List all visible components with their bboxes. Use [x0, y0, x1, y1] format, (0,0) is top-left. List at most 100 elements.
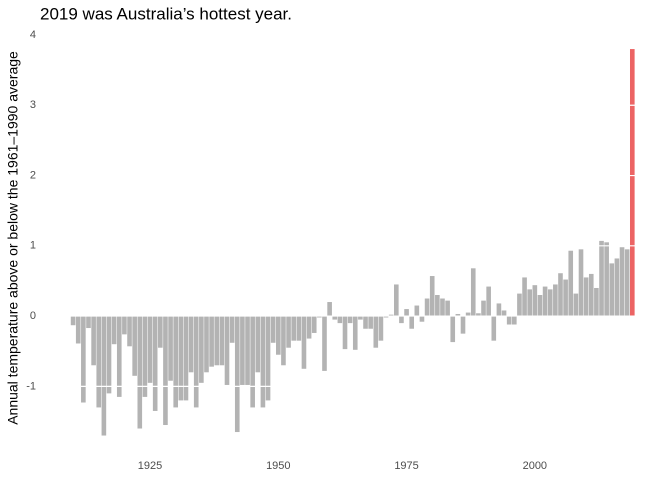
bar — [378, 316, 384, 341]
bar — [229, 316, 235, 343]
bar — [270, 316, 276, 343]
bar — [373, 316, 379, 348]
y-tick-label: 0 — [30, 310, 36, 322]
bar — [327, 302, 332, 317]
bar — [255, 316, 261, 373]
bar — [363, 316, 368, 329]
bar — [358, 316, 363, 320]
x-tick-label: 1950 — [266, 460, 290, 472]
bar — [116, 316, 122, 397]
bar — [147, 316, 153, 383]
bar — [419, 316, 425, 322]
bar — [276, 316, 281, 355]
bar — [132, 316, 137, 376]
bar — [604, 242, 609, 317]
bar — [511, 316, 517, 325]
bar — [486, 286, 491, 317]
bar — [568, 250, 574, 317]
bar — [260, 316, 266, 408]
bar — [286, 316, 291, 348]
bar — [209, 316, 214, 367]
bar — [281, 316, 286, 366]
bar — [193, 316, 199, 408]
x-tick-label: 1925 — [138, 460, 162, 472]
bar — [106, 316, 112, 394]
bar — [347, 316, 353, 324]
bar — [614, 258, 620, 317]
chart-title: 2019 was Australia’s hottest year. — [40, 4, 292, 23]
bar — [301, 316, 307, 369]
bar — [599, 240, 604, 317]
bar — [522, 277, 527, 317]
bar — [75, 316, 81, 344]
x-tick-label: 2000 — [523, 460, 547, 472]
bar — [70, 316, 76, 326]
bar — [214, 316, 220, 366]
bar — [101, 316, 107, 436]
bar — [352, 316, 358, 350]
bar — [199, 316, 204, 383]
bar — [311, 316, 317, 333]
bar — [404, 309, 409, 317]
bar — [368, 316, 373, 329]
bar — [183, 316, 189, 401]
bar — [163, 316, 168, 426]
bar — [506, 316, 512, 325]
bar — [158, 316, 163, 348]
bar — [547, 289, 553, 317]
bar — [204, 316, 209, 373]
bar — [265, 316, 271, 401]
bar — [178, 316, 184, 401]
bar — [629, 49, 635, 317]
bar — [414, 305, 420, 317]
bar — [409, 316, 415, 329]
y-tick-label: 1 — [30, 240, 36, 252]
y-tick-label: 3 — [30, 99, 36, 111]
bar — [491, 316, 497, 341]
bar — [619, 247, 625, 317]
bar — [517, 293, 522, 317]
bar — [553, 284, 558, 317]
bar — [224, 316, 230, 385]
bar — [91, 316, 96, 366]
bar — [429, 276, 435, 317]
bar — [111, 316, 117, 345]
bar — [245, 316, 250, 385]
bar — [435, 295, 440, 317]
bar — [624, 249, 630, 317]
bar — [476, 313, 481, 317]
bar — [578, 249, 584, 317]
bar — [399, 316, 404, 324]
bar — [563, 279, 568, 317]
bar — [609, 263, 615, 317]
bar — [558, 273, 563, 317]
bar — [332, 316, 338, 320]
bar — [583, 277, 589, 317]
bar — [532, 285, 538, 317]
bar — [388, 314, 394, 317]
bar — [465, 312, 471, 317]
bar — [455, 313, 461, 317]
bar — [296, 316, 302, 341]
y-tick-label: 2 — [30, 169, 36, 181]
bar — [137, 316, 143, 429]
bar — [594, 287, 599, 317]
bar — [168, 316, 173, 381]
y-tick-label: -1 — [26, 380, 36, 392]
x-tick-label: 1975 — [394, 460, 418, 472]
bar — [142, 316, 148, 397]
bar — [81, 316, 86, 403]
bar — [234, 316, 240, 433]
bar — [588, 273, 594, 317]
bar — [573, 293, 579, 317]
bar — [173, 316, 179, 408]
bar — [440, 298, 445, 317]
bar — [496, 303, 502, 317]
bar — [424, 298, 430, 317]
bar — [460, 316, 466, 334]
bar — [127, 316, 132, 347]
bar — [450, 316, 456, 343]
bar — [542, 286, 548, 317]
bar — [322, 316, 327, 371]
bar — [86, 316, 91, 329]
